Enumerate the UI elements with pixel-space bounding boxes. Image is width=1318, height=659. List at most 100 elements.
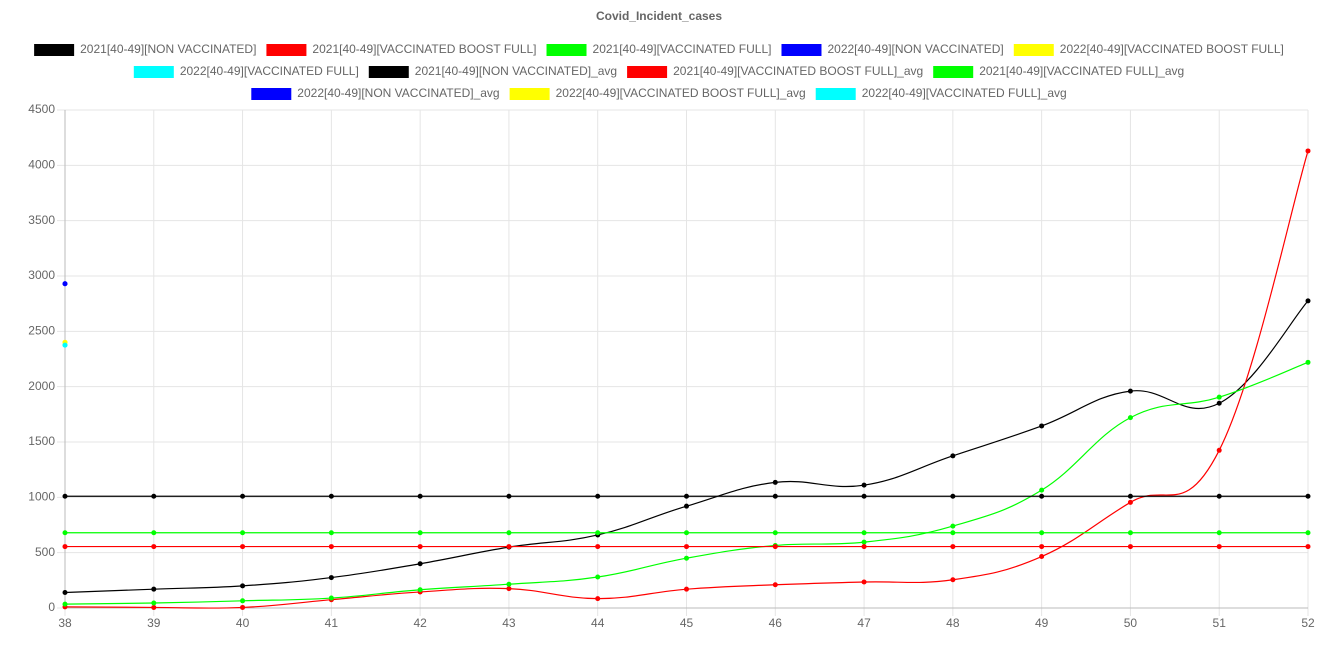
legend-label: 2022[40-49][NON VACCINATED] [827,42,1003,56]
data-point [595,574,601,580]
legend-item: 2021[40-49][VACCINATED BOOST FULL] [266,42,537,56]
data-point [62,493,68,499]
data-point [861,539,867,545]
y-tick-label: 3000 [28,268,55,282]
data-point [772,493,778,499]
data-point [506,544,512,550]
data-point [151,600,157,606]
data-point [684,503,689,509]
data-point [950,453,956,459]
data-point [1216,394,1222,400]
data-point [1127,493,1133,499]
data-point [1127,388,1133,394]
legend-label: 2022[40-49][NON VACCINATED]_avg [297,86,499,100]
data-point [772,530,778,536]
legend-swatch [251,88,292,100]
legend-swatch [815,88,856,100]
data-point [151,544,157,550]
data-point [595,530,601,536]
legend-swatch [627,66,668,78]
data-point [328,493,334,499]
data-point [1305,148,1311,154]
data-point [240,530,246,536]
data-point [950,577,956,583]
data-point [595,493,601,499]
data-point [62,281,68,287]
data-point [62,530,68,536]
data-point [1216,530,1222,536]
data-point [417,587,423,593]
data-point [240,583,246,589]
data-point [1127,499,1133,505]
legend-label: 2021[40-49][NON VACCINATED] [80,42,256,56]
data-point [861,579,867,585]
series-line [64,300,1309,594]
data-point [1305,298,1311,304]
data-point [684,544,689,550]
data-point [1039,423,1045,429]
data-point [417,544,423,550]
data-point [1216,447,1222,453]
data-point [62,601,68,607]
x-tick-label: 40 [236,616,250,630]
data-point [506,581,512,587]
data-point [595,596,601,602]
legend-item: 2021[40-49][NON VACCINATED]_avg [368,64,617,78]
data-point [772,479,778,485]
legend-label: 2022[40-49][VACCINATED BOOST FULL] [1060,42,1284,56]
y-tick-label: 4500 [28,102,55,116]
data-point [861,544,867,550]
data-point [684,493,689,499]
legend-item: 2022[40-49][VACCINATED FULL] [133,64,359,78]
legend-label: 2021[40-49][VACCINATED BOOST FULL] [312,42,536,56]
y-tick-label: 3500 [28,213,55,227]
legend-item: 2022[40-49][VACCINATED FULL]_avg [815,86,1067,100]
y-tick-label: 500 [35,545,55,559]
x-tick-label: 42 [413,616,427,630]
data-point [240,598,246,604]
legend-item: 2022[40-49][NON VACCINATED]_avg [251,86,500,100]
legend-swatch [34,44,75,56]
legend-label: 2021[40-49][VACCINATED BOOST FULL]_avg [673,64,923,78]
data-point [1127,544,1133,550]
data-point [1216,400,1222,406]
data-point [861,482,867,488]
chart-title: Covid_Incident_cases [596,9,722,23]
legend-swatch [933,66,974,78]
data-point [62,342,68,348]
data-point [328,575,334,581]
data-point [151,586,157,592]
x-tick-label: 48 [946,616,960,630]
data-point [950,530,956,536]
data-point [151,604,157,610]
data-point [772,582,778,588]
data-point [684,555,689,561]
data-point [1039,487,1045,493]
legend-swatch [546,44,587,56]
data-point [950,544,956,550]
y-tick-label: 1000 [28,490,55,504]
data-point [240,544,246,550]
data-point [950,523,956,529]
legend-label: 2022[40-49][VACCINATED FULL]_avg [862,86,1067,100]
x-tick-label: 45 [680,616,694,630]
legend-item: 2021[40-49][NON VACCINATED] [34,42,256,56]
legend: 2021[40-49][NON VACCINATED] 2021[40-49][V… [34,42,1284,100]
legend-item: 2021[40-49][VACCINATED FULL] [546,42,771,56]
y-tick-label: 1500 [28,434,55,448]
legend-swatch [509,88,550,100]
x-tick-label: 46 [769,616,783,630]
data-point [1305,530,1311,536]
legend-label: 2021[40-49][NON VACCINATED]_avg [415,64,617,78]
legend-item: 2021[40-49][VACCINATED BOOST FULL]_avg [627,64,923,78]
data-point [1039,493,1045,499]
x-tick-label: 44 [591,616,605,630]
x-tick-label: 50 [1124,616,1138,630]
data-point [328,544,334,550]
data-point [772,544,778,550]
data-point [506,586,512,592]
legend-label: 2021[40-49][VACCINATED FULL]_avg [979,64,1184,78]
data-point [1039,544,1045,550]
data-point [506,530,512,536]
data-point [240,493,246,499]
